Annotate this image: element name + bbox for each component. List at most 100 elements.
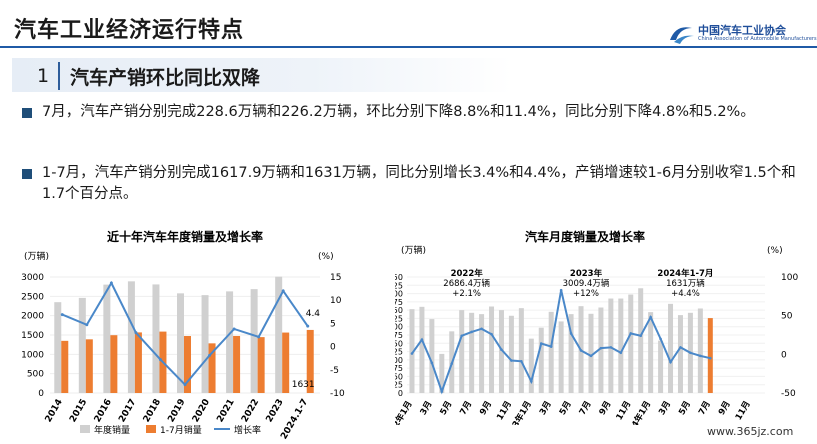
bullet-1-text: 7月，汽车产销分别完成228.6万辆和226.2万辆，环比分别下降8.8%和11… <box>42 104 755 120</box>
jan-jul-sales-bar <box>282 332 290 393</box>
monthly-sales-bar <box>469 312 475 393</box>
growth-rate-point <box>539 342 543 345</box>
growth-rate-point <box>410 352 414 355</box>
x-tick-label: 11月 <box>734 400 753 423</box>
monthly-sales-bar <box>677 315 683 393</box>
annual-sales-chart: 近十年汽车年度销量及增长率 (万辆) (%) 0 500 1000 1500 2000 2500… <box>21 229 345 441</box>
y-tick-right: 5 <box>330 319 336 329</box>
monthly-sales-bar <box>508 315 514 393</box>
monthly-sales-bar <box>668 303 674 393</box>
monthly-sales-bar <box>558 321 564 393</box>
annual-sales-bar <box>127 281 135 393</box>
section-bar <box>12 58 512 92</box>
y-tick-left: 25 <box>395 381 403 390</box>
y-axis-left-label: (万辆) <box>401 244 426 256</box>
growth-rate-point <box>109 281 113 285</box>
y-tick-left: 2500 <box>21 292 44 302</box>
growth-rate-point <box>579 349 583 352</box>
jan-jul-sales-bar <box>184 336 191 393</box>
x-tick-label: 9月 <box>598 400 614 417</box>
x-tick-label: 3月 <box>657 400 673 417</box>
y-tick-left: 125 <box>395 348 403 357</box>
x-tick-label: 2022 <box>240 398 261 425</box>
y-tick-left: 200 <box>395 323 403 332</box>
jan-jul-sales-bar <box>233 335 241 393</box>
growth-rate-point <box>134 331 138 335</box>
growth-rate-point <box>639 334 642 338</box>
x-tick-label: 2015 <box>68 398 89 425</box>
y-tick-left: 75 <box>395 364 403 373</box>
y-tick-left: 1500 <box>21 331 44 341</box>
x-tick-label: 2022年1月 <box>395 399 415 425</box>
y-tick-right: -5 <box>330 366 339 376</box>
growth-rate-point <box>430 361 434 365</box>
growth-rate-point <box>460 334 463 338</box>
annual-summary-annotation: 2023年 <box>570 268 603 279</box>
growth-rate-point <box>549 345 553 348</box>
annual-summary-annotation: +4.4% <box>671 289 700 299</box>
growth-rate-point <box>470 330 473 334</box>
annual-summary-annotation: 2024年1-7月 <box>657 268 713 279</box>
growth-rate-point <box>500 348 503 351</box>
y-axis-right-label: (%) <box>767 246 783 256</box>
growth-rate-point <box>619 351 623 355</box>
monthly-sales-bar <box>439 353 445 393</box>
x-tick-label: 11月 <box>495 400 514 423</box>
growth-rate-point <box>689 351 692 355</box>
growth-rate-point <box>420 338 424 341</box>
annual-sales-bar <box>250 289 258 393</box>
y-tick-right: 15 <box>330 273 341 283</box>
chart-title: 近十年汽车年度销量及增长率 <box>107 229 263 244</box>
x-tick-label: 3月 <box>419 400 435 417</box>
legend-jan-jul: 1-7月销量 <box>160 424 202 436</box>
jan-jul-sales-bar <box>134 332 142 393</box>
monthly-sales-bar <box>658 340 664 393</box>
growth-rate-point <box>281 289 285 293</box>
monthly-sales-bar <box>518 308 524 393</box>
growth-rate-point <box>709 356 712 360</box>
annual-sales-bar <box>226 291 234 393</box>
jan-jul-sales-bar <box>85 339 93 393</box>
bullet-2: 1-7月，汽车产销分别完成1617.9万辆和1631万辆，同比分别增长3.4%和… <box>22 163 802 205</box>
y-tick-left: 250 <box>395 306 403 315</box>
bullet-2-text: 1-7月，汽车产销分别完成1617.9万辆和1631万辆，同比分别增长3.4%和… <box>42 165 796 202</box>
annual-summary-annotation: 2686.4万辆 <box>443 278 490 289</box>
monthly-sales-chart: 汽车月度销量及增长率(万辆)(%)02550751001251501752002… <box>395 229 798 425</box>
monthly-sales-bar <box>598 307 604 393</box>
y-axis-left-label: (万辆) <box>24 250 49 262</box>
growth-rate-point <box>679 346 682 349</box>
monthly-sales-bar <box>638 288 644 393</box>
growth-rate-point <box>569 332 573 335</box>
annual-summary-annotation: +2.1% <box>452 289 481 299</box>
growth-rate-label: 4.4 <box>306 309 321 319</box>
x-tick-label: 7月 <box>697 400 713 417</box>
growth-rate-point <box>699 354 702 358</box>
monthly-sales-bar <box>648 312 654 393</box>
monthly-sales-bar <box>498 310 504 393</box>
caam-logo-icon <box>670 27 694 44</box>
growth-rate-point <box>559 288 563 292</box>
y-tick-left: 500 <box>27 370 44 380</box>
growth-rate-point <box>589 354 593 358</box>
x-tick-label: 2014 <box>44 398 65 425</box>
legend-swatch-jan-jul <box>146 425 156 433</box>
x-tick-label: 2018 <box>142 398 163 425</box>
growth-rate-point <box>520 359 523 363</box>
legend-annual: 年度销量 <box>94 424 130 436</box>
growth-rate-point <box>257 335 261 339</box>
y-tick-right: -10 <box>330 389 345 399</box>
growth-rate-point <box>440 390 444 393</box>
x-tick-label: 5月 <box>438 400 454 417</box>
monthly-sales-bar <box>429 319 435 393</box>
y-tick-left: 0 <box>38 389 44 399</box>
bullet-1: 7月，汽车产销分别完成228.6万辆和226.2万辆，环比分别下降8.8%和11… <box>22 102 802 123</box>
y-tick-left: 225 <box>395 314 403 323</box>
growth-rate-point <box>306 324 310 328</box>
monthly-sales-bar <box>489 306 495 393</box>
growth-rate-point <box>599 346 603 350</box>
y-tick-left: 1000 <box>21 350 44 360</box>
annual-sales-bar <box>103 284 111 393</box>
annual-sales-bar <box>54 302 62 393</box>
y-tick-left: 275 <box>395 298 403 307</box>
monthly-sales-bar <box>528 338 534 393</box>
